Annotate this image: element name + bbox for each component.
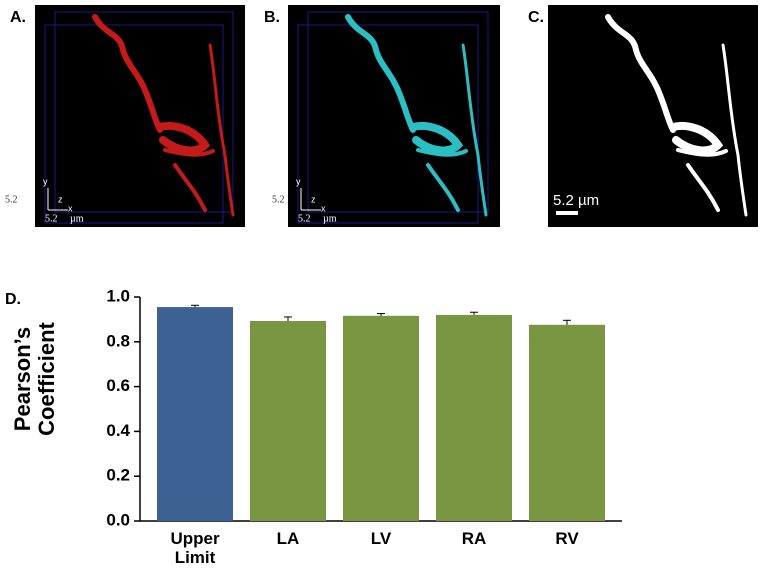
scale-label: 5.2	[45, 213, 58, 224]
scale-label: 5.2	[298, 213, 311, 224]
scale-label: 5.2	[272, 194, 285, 205]
axis-glyph-label: y	[296, 176, 301, 186]
axis-glyph-label: x	[321, 203, 326, 213]
y-tick-label: 0.4	[106, 421, 130, 440]
y-tick-label: 0.2	[106, 466, 130, 485]
x-tick-label: LV	[370, 529, 392, 548]
bar	[436, 314, 512, 521]
bar	[157, 307, 233, 521]
bounding-box	[297, 24, 479, 224]
axis-glyph-label: z	[311, 194, 316, 204]
panel-label: B.	[264, 9, 280, 26]
image-c	[548, 5, 758, 227]
bounding-box	[54, 11, 234, 213]
axis-glyph-label: y	[43, 176, 48, 186]
axis-glyph-label: z	[58, 194, 63, 204]
x-tick-label: Upper Limit	[170, 529, 220, 567]
y-tick-label: 0.8	[106, 331, 130, 350]
y-axis-label: Pearson’s Coefficient	[10, 322, 59, 436]
bar	[343, 315, 419, 521]
panel-label: A.	[10, 9, 26, 26]
x-tick-label: RV	[555, 529, 579, 548]
bar	[250, 320, 326, 521]
bar	[529, 324, 605, 521]
panel-label: D.	[5, 291, 21, 308]
bounding-box	[44, 24, 224, 224]
scale-label: µm	[323, 213, 337, 224]
x-tick-label: RA	[461, 529, 487, 548]
x-tick-label: LA	[276, 529, 300, 548]
y-tick-label: 1.0	[106, 286, 130, 305]
image-a	[35, 5, 245, 227]
y-tick-label: 0.6	[106, 376, 130, 395]
scale-label: µm	[70, 213, 84, 224]
scale-bar	[556, 211, 578, 215]
bounding-box	[307, 11, 489, 213]
bar-chart: 0.0 0.2 0.4 0.6 0.8 1.0	[106, 286, 622, 529]
y-tick-label: 0.0	[106, 510, 130, 529]
image-b	[288, 5, 500, 227]
scale-bar-label: 5.2 µm	[553, 192, 599, 209]
panel-label: C.	[528, 9, 544, 26]
axis-glyph-label: x	[68, 203, 73, 213]
scale-label: 5.2	[5, 194, 18, 205]
